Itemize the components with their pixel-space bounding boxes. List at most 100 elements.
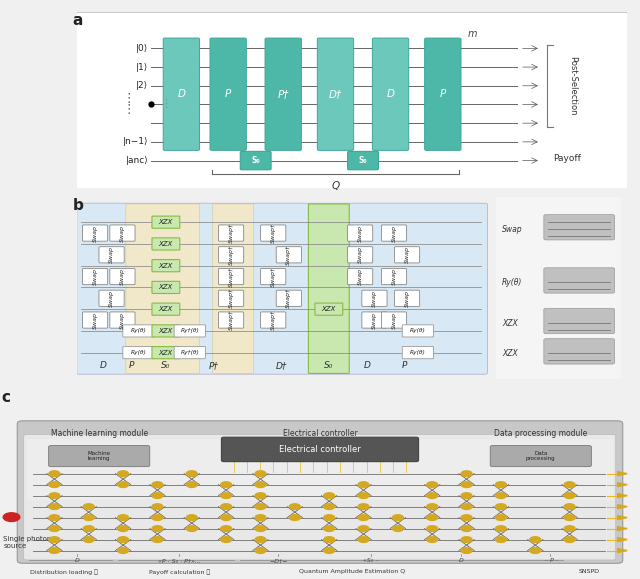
Circle shape xyxy=(564,526,575,532)
Circle shape xyxy=(221,482,232,488)
Text: Swap: Swap xyxy=(109,290,114,307)
FancyBboxPatch shape xyxy=(260,269,286,285)
Text: Swap: Swap xyxy=(358,225,363,241)
Text: S₀: S₀ xyxy=(324,361,333,370)
Text: |anc⟩: |anc⟩ xyxy=(125,156,148,165)
Circle shape xyxy=(152,537,163,543)
Circle shape xyxy=(118,537,129,543)
Text: Swap†: Swap† xyxy=(228,223,234,243)
Circle shape xyxy=(152,504,163,510)
Circle shape xyxy=(152,482,163,488)
Circle shape xyxy=(461,493,472,499)
Circle shape xyxy=(255,471,266,477)
Text: XZX: XZX xyxy=(502,318,518,328)
Text: |2⟩: |2⟩ xyxy=(136,81,148,90)
Circle shape xyxy=(83,526,94,532)
Text: a: a xyxy=(72,13,83,28)
Polygon shape xyxy=(618,494,627,497)
Text: Swap: Swap xyxy=(404,290,410,307)
FancyBboxPatch shape xyxy=(83,312,108,328)
FancyBboxPatch shape xyxy=(110,269,135,285)
Text: ⋮: ⋮ xyxy=(123,93,135,105)
Circle shape xyxy=(427,482,438,488)
Text: Swap: Swap xyxy=(404,246,410,263)
Circle shape xyxy=(324,526,335,532)
FancyBboxPatch shape xyxy=(381,312,406,328)
FancyBboxPatch shape xyxy=(126,204,199,373)
Circle shape xyxy=(530,537,541,543)
Circle shape xyxy=(427,526,438,532)
FancyBboxPatch shape xyxy=(218,312,244,328)
Text: Swap†: Swap† xyxy=(271,266,276,287)
Circle shape xyxy=(564,482,575,488)
FancyBboxPatch shape xyxy=(276,247,301,263)
Circle shape xyxy=(49,537,60,543)
FancyBboxPatch shape xyxy=(24,434,616,560)
Circle shape xyxy=(461,548,472,554)
Circle shape xyxy=(255,504,266,510)
FancyBboxPatch shape xyxy=(174,347,205,359)
Circle shape xyxy=(255,548,266,554)
Text: Swap†: Swap† xyxy=(271,223,276,243)
Text: Swap†: Swap† xyxy=(228,266,234,287)
Circle shape xyxy=(289,515,300,521)
FancyBboxPatch shape xyxy=(163,38,200,151)
FancyBboxPatch shape xyxy=(221,437,419,461)
FancyBboxPatch shape xyxy=(110,225,135,241)
FancyBboxPatch shape xyxy=(315,303,343,315)
Text: |n−1⟩: |n−1⟩ xyxy=(123,137,148,146)
FancyBboxPatch shape xyxy=(218,225,244,241)
Text: XZX: XZX xyxy=(322,306,336,312)
FancyBboxPatch shape xyxy=(372,38,409,151)
Circle shape xyxy=(461,537,472,543)
Text: D†: D† xyxy=(329,89,342,99)
Polygon shape xyxy=(618,548,627,552)
FancyBboxPatch shape xyxy=(75,12,629,189)
Circle shape xyxy=(83,504,94,510)
Polygon shape xyxy=(618,516,627,519)
Circle shape xyxy=(495,526,506,532)
FancyBboxPatch shape xyxy=(83,225,108,241)
Circle shape xyxy=(221,504,232,510)
Text: Swap: Swap xyxy=(93,268,97,285)
FancyBboxPatch shape xyxy=(240,151,271,170)
Text: XZX: XZX xyxy=(159,219,173,225)
Text: D†: D† xyxy=(275,361,287,370)
Text: m: m xyxy=(468,28,477,39)
Circle shape xyxy=(255,537,266,543)
FancyBboxPatch shape xyxy=(394,247,420,263)
Circle shape xyxy=(186,482,197,488)
FancyBboxPatch shape xyxy=(152,281,180,294)
Text: Swap†: Swap† xyxy=(228,310,234,330)
Circle shape xyxy=(49,493,60,499)
Circle shape xyxy=(186,515,197,521)
Circle shape xyxy=(461,471,472,477)
FancyBboxPatch shape xyxy=(490,446,591,467)
FancyBboxPatch shape xyxy=(210,38,246,151)
Text: XZX: XZX xyxy=(159,350,173,356)
Circle shape xyxy=(358,515,369,521)
FancyBboxPatch shape xyxy=(544,339,614,364)
FancyBboxPatch shape xyxy=(174,325,205,337)
FancyBboxPatch shape xyxy=(308,204,349,373)
Circle shape xyxy=(324,515,335,521)
FancyBboxPatch shape xyxy=(218,247,244,263)
FancyBboxPatch shape xyxy=(362,290,387,306)
FancyBboxPatch shape xyxy=(260,225,286,241)
Circle shape xyxy=(564,515,575,521)
Text: Single photon
source: Single photon source xyxy=(3,536,52,548)
FancyBboxPatch shape xyxy=(381,269,406,285)
Text: Swap: Swap xyxy=(120,312,125,328)
FancyBboxPatch shape xyxy=(260,312,286,328)
Circle shape xyxy=(49,548,60,554)
Text: c: c xyxy=(1,390,10,405)
Text: Swap: Swap xyxy=(392,225,397,241)
Circle shape xyxy=(324,548,335,554)
Text: ·· P ·: ·· P · xyxy=(543,558,557,563)
Circle shape xyxy=(49,526,60,532)
Text: Machine
learning: Machine learning xyxy=(88,450,111,461)
FancyBboxPatch shape xyxy=(544,215,614,240)
Circle shape xyxy=(427,537,438,543)
Circle shape xyxy=(495,482,506,488)
Circle shape xyxy=(255,515,266,521)
